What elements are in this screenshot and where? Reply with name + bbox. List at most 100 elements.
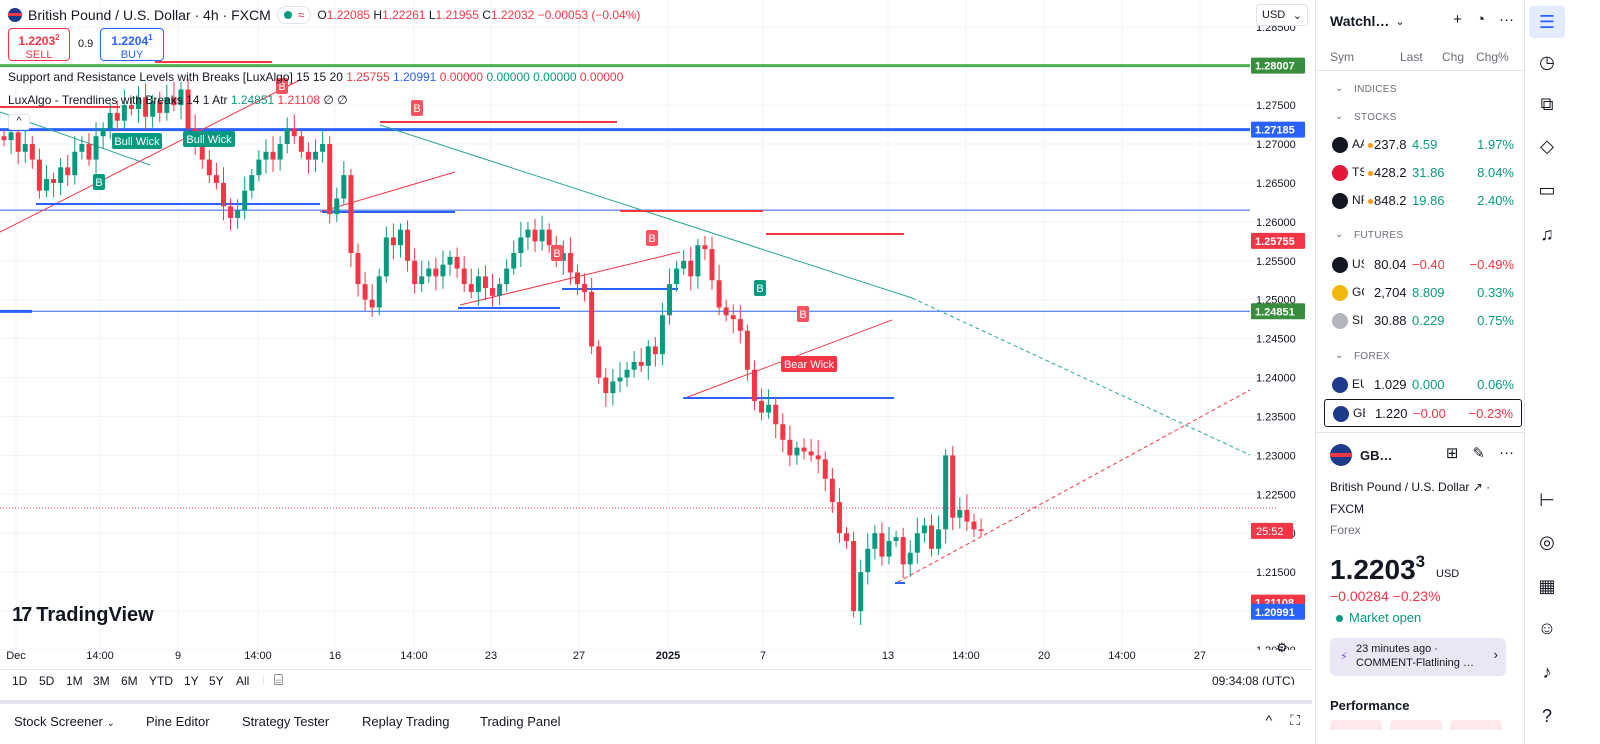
tab-trading-panel[interactable]: Trading Panel — [480, 714, 561, 729]
candle-body — [794, 447, 800, 456]
candle-body — [277, 144, 283, 160]
candle-body — [936, 529, 942, 549]
candle-body — [511, 252, 517, 269]
tab-strategy-tester[interactable]: Strategy Tester — [242, 714, 330, 729]
calendar-range-icon[interactable]: ⌸ — [274, 672, 284, 685]
community-icon[interactable]: ☺ — [1537, 617, 1557, 638]
symbol-logo-icon — [1332, 313, 1348, 329]
perf-pill[interactable] — [1450, 720, 1502, 730]
col-last[interactable]: Last — [1400, 50, 1423, 64]
detail-symbol[interactable]: GB… — [1360, 447, 1393, 463]
range-ytd[interactable]: YTD — [149, 674, 173, 685]
news-card[interactable]: ⚡ 23 minutes ago · COMMENT-Flatlining … … — [1330, 638, 1506, 676]
watchlist-row[interactable]: GOLD 2,704 8.809 0.33% — [1324, 279, 1522, 307]
tab-pine-editor[interactable]: Pine Editor — [146, 714, 210, 729]
watchlist-row[interactable]: GBPUSD 1.2203 −0.00 −0.23% — [1324, 399, 1522, 427]
watchlist-title[interactable]: Watchl… — [1330, 13, 1390, 29]
watchlist-icon[interactable]: ☰ — [1529, 6, 1565, 38]
indicator-legend-sr[interactable]: Support and Resistance Levels with Break… — [8, 70, 624, 84]
section-stocks[interactable]: ⌄ STOCKS — [1335, 111, 1397, 123]
bull-wick-text-1: Bull Wick — [114, 136, 160, 148]
candle-body — [79, 144, 85, 152]
candle-body — [709, 249, 715, 281]
more-options-icon[interactable]: ··· — [1499, 11, 1514, 28]
layers-icon[interactable]: ◇ — [1540, 135, 1554, 156]
axis-settings-gear-icon[interactable]: ⚙ — [1276, 640, 1288, 655]
range-all[interactable]: All — [236, 674, 250, 685]
perf-pill[interactable] — [1330, 720, 1382, 730]
extended-hours-dot — [1368, 143, 1373, 148]
watchlist-row[interactable]: USOIL 80.04 −0.40 −0.49% — [1324, 251, 1522, 279]
time-tick-label: 27 — [572, 650, 586, 662]
symbol-legend[interactable]: British Pound / U.S. Dollar · 4h · FXCM … — [8, 6, 640, 24]
bull-wick-text-2: Bull Wick — [186, 134, 232, 146]
utc-clock[interactable]: 09:34:08 (UTC) — [1212, 674, 1295, 685]
maximize-icon[interactable]: ⛶ — [1290, 712, 1300, 728]
chart-area[interactable]: Bull Wick Bull Wick Bear Wick B B B B B … — [0, 0, 1312, 685]
range-5y[interactable]: 5Y — [209, 674, 224, 685]
tab-replay-trading[interactable]: Replay Trading — [362, 714, 450, 729]
calendar-icon[interactable]: ▦ — [1538, 575, 1556, 596]
candle-body — [291, 128, 297, 137]
trading-panel-icon[interactable]: ⊢ — [1539, 489, 1555, 510]
chevron-up-icon[interactable]: ^ — [1265, 712, 1273, 728]
alerts-clock-icon[interactable]: ◷ — [1539, 51, 1555, 72]
chat-icon[interactable]: ▭ — [1538, 179, 1556, 200]
candle-body — [801, 447, 807, 452]
help-icon[interactable]: ? — [1541, 705, 1552, 726]
watchlist-row[interactable]: NFLX 848.26 19.86 2.40% — [1324, 187, 1522, 215]
section-forex[interactable]: ⌄ FOREX — [1335, 350, 1390, 362]
detail-name[interactable]: British Pound / U.S. Dollar ↗ · — [1330, 480, 1491, 494]
more-options-icon[interactable]: ··· — [1499, 444, 1514, 461]
watchlist-row[interactable]: AAPL 237.87 4.59 1.97% — [1324, 131, 1522, 159]
candle-body — [228, 206, 234, 218]
symbol-title[interactable]: British Pound / U.S. Dollar · 4h · FXCM — [28, 7, 271, 23]
watchlist-row[interactable]: TSLA 428.22 31.86 8.04% — [1324, 159, 1522, 187]
edit-note-icon[interactable]: ✎ — [1472, 445, 1485, 462]
tab-stock-screener[interactable]: Stock Screener ⌄ — [14, 714, 115, 729]
watchlist-row[interactable]: EURUSD 1.0294 0.000 0.06% — [1324, 371, 1522, 399]
candle-body — [730, 315, 736, 320]
market-status-pill[interactable]: ≈ — [276, 6, 312, 24]
performance-heading: Performance — [1330, 698, 1410, 713]
sell-button[interactable]: 1.22032 SELL — [8, 28, 70, 61]
time-tick-label: 14:00 — [1108, 650, 1136, 662]
indicator-legend-trendlines[interactable]: LuxAlgo - Trendlines with Breaks 14 1 At… — [8, 93, 348, 107]
collapse-legend-button[interactable]: ^ — [8, 114, 30, 130]
time-axis[interactable]: Dec 14:00 9 14:00 16 14:00 23 27 2025 7 13 14:00 20 1… — [0, 650, 1276, 672]
range-1d[interactable]: 1D — [12, 674, 28, 685]
object-tree-icon[interactable]: ⧉ — [1540, 93, 1554, 114]
add-symbol-icon[interactable]: + — [1453, 11, 1462, 28]
buy-button[interactable]: 1.22041 BUY — [100, 28, 164, 61]
advanced-view-icon[interactable]: ◔ — [1475, 11, 1485, 28]
candle-body — [645, 346, 651, 366]
notifications-icon[interactable]: ♫ — [1540, 223, 1554, 244]
target-icon[interactable]: ◎ — [1539, 531, 1555, 552]
break-text-6: B — [756, 283, 763, 295]
range-1m[interactable]: 1M — [66, 674, 83, 685]
chevron-down-icon: ⌄ — [1335, 350, 1344, 361]
range-3m[interactable]: 3M — [93, 674, 110, 685]
candle-body — [490, 288, 496, 296]
range-6m[interactable]: 6M — [121, 674, 138, 685]
range-5d[interactable]: 5D — [39, 674, 55, 685]
external-link-icon[interactable]: ↗ — [1472, 480, 1483, 494]
watchlist-panel: Watchl… ⌄ + ◔ ··· Sym Last Chg Chg% ⌄ IND… — [1315, 0, 1526, 744]
perf-pill[interactable] — [1390, 720, 1442, 730]
range-1y[interactable]: 1Y — [184, 674, 199, 685]
chevron-down-icon[interactable]: ⌄ — [1395, 15, 1405, 28]
section-indices[interactable]: ⌄ INDICES — [1335, 83, 1397, 95]
col-chg[interactable]: Chg — [1442, 50, 1465, 64]
watchlist-row[interactable]: SILVER 30.883 0.229 0.75% — [1324, 307, 1522, 335]
col-symbol[interactable]: Sym — [1330, 50, 1354, 64]
bell-icon[interactable]: ♪ — [1542, 661, 1552, 682]
candle-body — [659, 315, 665, 355]
section-futures[interactable]: ⌄ FUTURES — [1335, 229, 1404, 241]
col-chg-pct[interactable]: Chg% — [1476, 50, 1509, 64]
row-change-pct: 0.33% — [1477, 285, 1514, 300]
candle-body — [525, 229, 531, 238]
grid-view-icon[interactable]: ⊞ — [1445, 445, 1459, 462]
price-chart[interactable]: Bull Wick Bull Wick Bear Wick B B B B B … — [0, 0, 1276, 650]
candle-body — [93, 136, 99, 160]
currency-select[interactable]: USD ⌄ — [1256, 4, 1308, 26]
